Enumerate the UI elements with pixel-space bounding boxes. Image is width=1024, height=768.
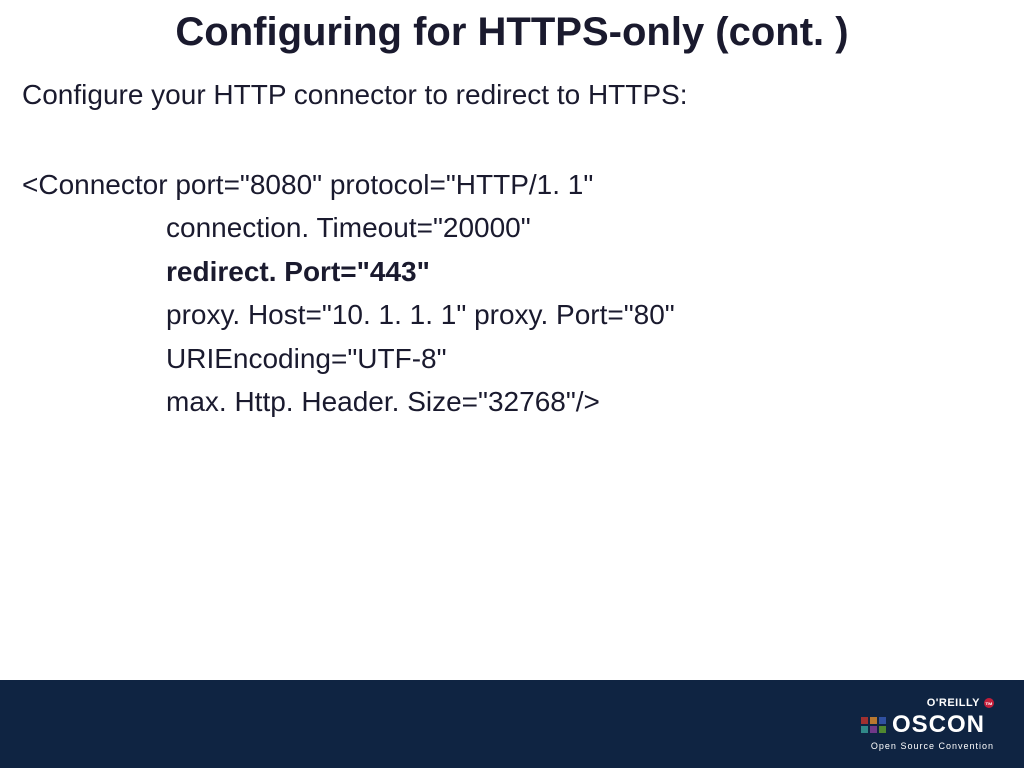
- code-line: <Connector port="8080" protocol="HTTP/1.…: [22, 163, 1024, 206]
- publisher-name: O'REILLY: [927, 697, 980, 709]
- publisher-label: O'REILLY: [927, 697, 994, 709]
- grid-square: [861, 726, 868, 733]
- conference-name: OSCON™: [892, 711, 994, 739]
- conference-logo: O'REILLY OSCON™ Open Source Convention: [861, 697, 994, 751]
- conference-tagline: Open Source Convention: [871, 741, 994, 751]
- code-line-highlighted: redirect. Port="443": [22, 250, 1024, 293]
- code-line: connection. Timeout="20000": [22, 206, 1024, 249]
- slide-subtitle: Configure your HTTP connector to redirec…: [0, 79, 1024, 163]
- code-line: max. Http. Header. Size="32768"/>: [22, 380, 1024, 423]
- grid-square: [879, 726, 886, 733]
- grid-square: [879, 717, 886, 724]
- slide-footer: O'REILLY OSCON™ Open Source Convention: [0, 680, 1024, 768]
- oscon-label: OSCON: [892, 711, 985, 738]
- grid-square: [870, 726, 877, 733]
- grid-square: [861, 717, 868, 724]
- slide-body: Configuring for HTTPS-only (cont. ) Conf…: [0, 0, 1024, 680]
- slide-title: Configuring for HTTPS-only (cont. ): [0, 0, 1024, 79]
- grid-square: [870, 717, 877, 724]
- oscon-logo-row: OSCON™: [861, 711, 994, 739]
- code-line: URIEncoding="UTF-8": [22, 337, 1024, 380]
- oscon-grid-icon: [861, 717, 886, 733]
- code-block: <Connector port="8080" protocol="HTTP/1.…: [0, 163, 1024, 423]
- code-line: proxy. Host="10. 1. 1. 1" proxy. Port="8…: [22, 293, 1024, 336]
- trademark-symbol: ™: [985, 701, 994, 710]
